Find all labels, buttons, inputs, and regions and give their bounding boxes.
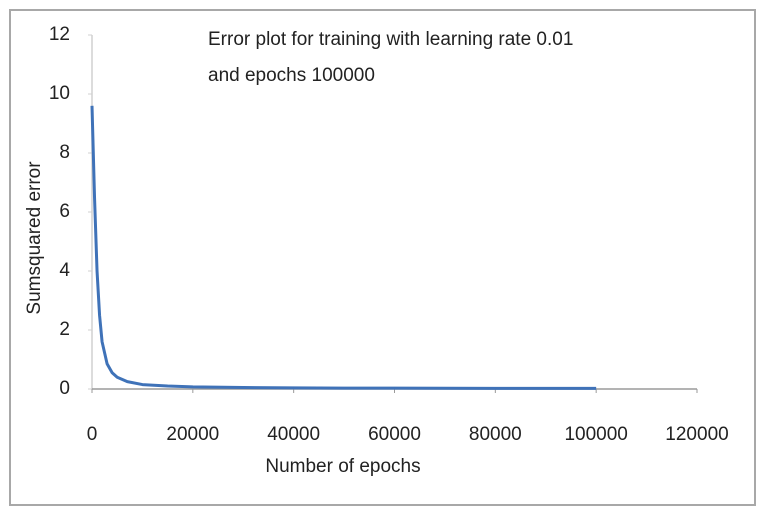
x-axis-title: Number of epochs bbox=[265, 456, 420, 477]
y-tick-label: 10 bbox=[49, 83, 70, 104]
y-tick-label: 0 bbox=[59, 378, 70, 399]
line-series bbox=[90, 105, 597, 390]
y-tick-label: 12 bbox=[49, 24, 70, 45]
y-axis-title: Sumsquared error bbox=[24, 161, 45, 315]
y-tick-label: 2 bbox=[59, 319, 70, 340]
chart-title: Error plot for training with learning ra… bbox=[208, 29, 573, 50]
x-tick-label: 40000 bbox=[267, 424, 320, 445]
x-tick-label: 100000 bbox=[564, 424, 627, 445]
y-tick-label: 8 bbox=[59, 142, 70, 163]
x-tick-label: 120000 bbox=[665, 424, 728, 445]
x-tick-label: 20000 bbox=[166, 424, 219, 445]
x-tick-label: 80000 bbox=[469, 424, 522, 445]
x-tick-label: 60000 bbox=[368, 424, 421, 445]
chart-title: and epochs 100000 bbox=[208, 65, 375, 86]
x-tick-label: 0 bbox=[87, 424, 98, 445]
chart-frame bbox=[9, 9, 756, 506]
y-tick-label: 6 bbox=[59, 201, 70, 222]
y-tick-label: 4 bbox=[59, 260, 70, 281]
